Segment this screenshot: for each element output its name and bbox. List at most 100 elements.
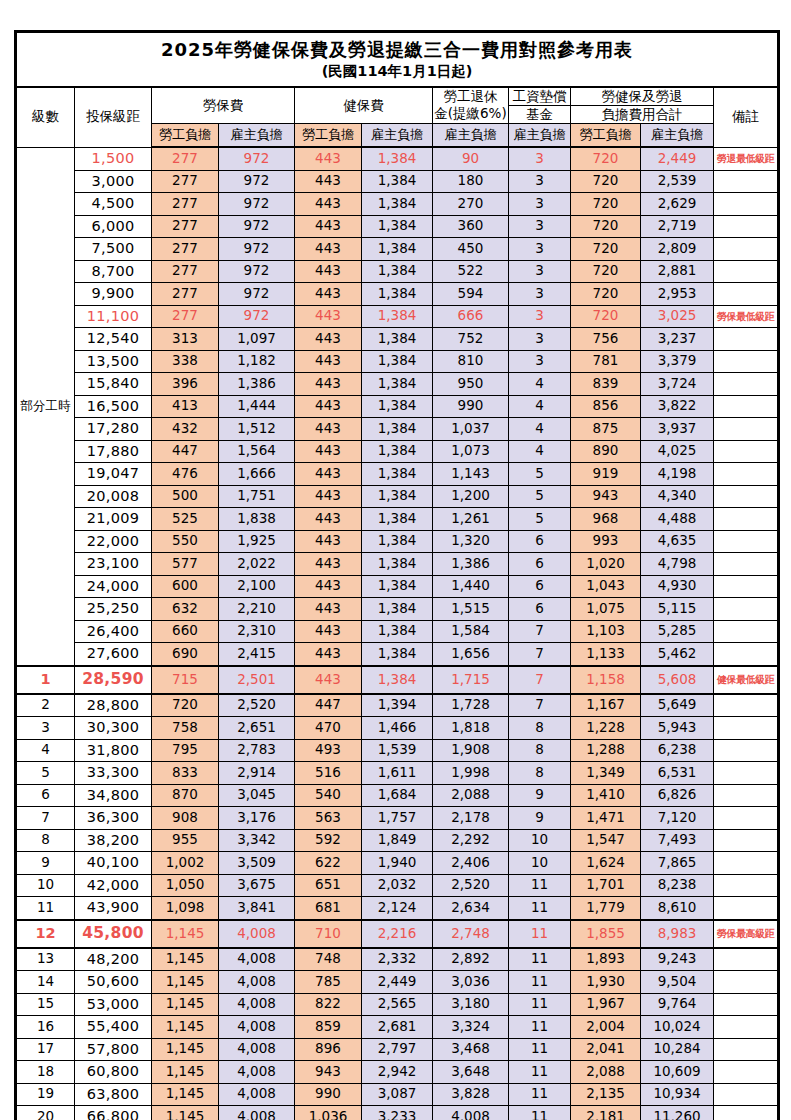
value-cell: 447 <box>295 694 362 717</box>
value-cell: 10,934 <box>641 1083 714 1106</box>
remark-cell <box>714 948 779 971</box>
value-cell: 443 <box>295 238 362 261</box>
value-cell: 943 <box>571 485 641 508</box>
level-cell: 12 <box>16 920 75 948</box>
remark-cell <box>714 1083 779 1106</box>
value-cell: 720 <box>571 147 641 170</box>
bracket-cell: 21,009 <box>75 508 152 531</box>
value-cell: 919 <box>571 463 641 486</box>
value-cell: 1,818 <box>433 717 509 740</box>
value-cell: 443 <box>295 215 362 238</box>
level-cell: 20 <box>16 1106 75 1120</box>
value-cell: 3,237 <box>641 328 714 351</box>
col-header-total-line1: 勞健保及勞退 <box>571 87 714 106</box>
table-row: 17,8804471,5644431,3841,07348904,025 <box>16 440 779 463</box>
value-cell: 11 <box>509 1083 571 1106</box>
value-cell: 1,908 <box>433 739 509 762</box>
value-cell: 1,158 <box>571 666 641 694</box>
value-cell: 651 <box>295 874 362 897</box>
value-cell: 1,940 <box>362 852 433 875</box>
value-cell: 972 <box>219 283 295 306</box>
level-cell: 19 <box>16 1083 75 1106</box>
value-cell: 4,008 <box>219 1038 295 1061</box>
value-cell: 972 <box>219 170 295 193</box>
value-cell: 540 <box>295 784 362 807</box>
level-cell: 5 <box>16 762 75 785</box>
value-cell: 943 <box>295 1061 362 1084</box>
value-cell: 1,715 <box>433 666 509 694</box>
bracket-cell: 27,600 <box>75 643 152 666</box>
value-cell: 2,406 <box>433 852 509 875</box>
value-cell: 443 <box>295 598 362 621</box>
value-cell: 1,228 <box>571 717 641 740</box>
remark-cell <box>714 1061 779 1084</box>
value-cell: 2,892 <box>433 948 509 971</box>
value-cell: 1,384 <box>362 508 433 531</box>
remark-cell <box>714 643 779 666</box>
value-cell: 3,342 <box>219 829 295 852</box>
table-row: 12,5403131,0974431,38475237563,237 <box>16 328 779 351</box>
value-cell: 1,103 <box>571 620 641 643</box>
value-cell: 4 <box>509 373 571 396</box>
value-cell: 1,145 <box>152 1083 219 1106</box>
bracket-cell: 28,800 <box>75 694 152 717</box>
value-cell: 833 <box>152 762 219 785</box>
value-cell: 443 <box>295 530 362 553</box>
table-row: 330,3007582,6514701,4661,81881,2285,943 <box>16 717 779 740</box>
level-cell: 16 <box>16 1016 75 1039</box>
value-cell: 11,260 <box>641 1106 714 1120</box>
value-cell: 443 <box>295 350 362 373</box>
value-cell: 3,648 <box>433 1061 509 1084</box>
value-cell: 1,584 <box>433 620 509 643</box>
value-cell: 1,386 <box>219 373 295 396</box>
value-cell: 1,386 <box>433 553 509 576</box>
value-cell: 5 <box>509 485 571 508</box>
value-cell: 550 <box>152 530 219 553</box>
value-cell: 5,462 <box>641 643 714 666</box>
value-cell: 443 <box>295 553 362 576</box>
remark-cell <box>714 717 779 740</box>
value-cell: 4,008 <box>219 1061 295 1084</box>
value-cell: 1,384 <box>362 328 433 351</box>
value-cell: 1,384 <box>362 620 433 643</box>
table-row: 3,0002779724431,38418037202,539 <box>16 170 779 193</box>
value-cell: 1,384 <box>362 666 433 694</box>
table-head: 2025年勞健保保費及勞退提繳三合一費用對照參考用表 (民國114年1月1日起)… <box>16 32 779 148</box>
value-cell: 1,624 <box>571 852 641 875</box>
level-cell: 10 <box>16 874 75 897</box>
value-cell: 1,384 <box>362 305 433 328</box>
value-cell: 2,178 <box>433 807 509 830</box>
remark-cell <box>714 373 779 396</box>
value-cell: 1,320 <box>433 530 509 553</box>
value-cell: 8 <box>509 717 571 740</box>
value-cell: 955 <box>152 829 219 852</box>
value-cell: 1,547 <box>571 829 641 852</box>
value-cell: 4,008 <box>219 1106 295 1120</box>
value-cell: 6 <box>509 598 571 621</box>
level-cell: 7 <box>16 807 75 830</box>
value-cell: 622 <box>295 852 362 875</box>
bracket-cell: 19,047 <box>75 463 152 486</box>
value-cell: 277 <box>152 283 219 306</box>
value-cell: 3 <box>509 215 571 238</box>
bracket-cell: 38,200 <box>75 829 152 852</box>
value-cell: 493 <box>295 739 362 762</box>
value-cell: 443 <box>295 643 362 666</box>
value-cell: 516 <box>295 762 362 785</box>
value-cell: 6 <box>509 530 571 553</box>
bracket-cell: 34,800 <box>75 784 152 807</box>
value-cell: 3,828 <box>433 1083 509 1106</box>
value-cell: 4,930 <box>641 575 714 598</box>
value-cell: 443 <box>295 463 362 486</box>
value-cell: 2,953 <box>641 283 714 306</box>
value-cell: 277 <box>152 305 219 328</box>
table-row: 1553,0001,1454,0088222,5653,180111,9679,… <box>16 993 779 1016</box>
bracket-cell: 6,000 <box>75 215 152 238</box>
value-cell: 1,930 <box>571 971 641 994</box>
value-cell: 4,488 <box>641 508 714 531</box>
col-header-pension-line2: 金(提繳6%) <box>433 106 509 124</box>
remark-cell <box>714 762 779 785</box>
value-cell: 3,176 <box>219 807 295 830</box>
value-cell: 3,025 <box>641 305 714 328</box>
remark-cell: 勞保最高級距 <box>714 920 779 948</box>
